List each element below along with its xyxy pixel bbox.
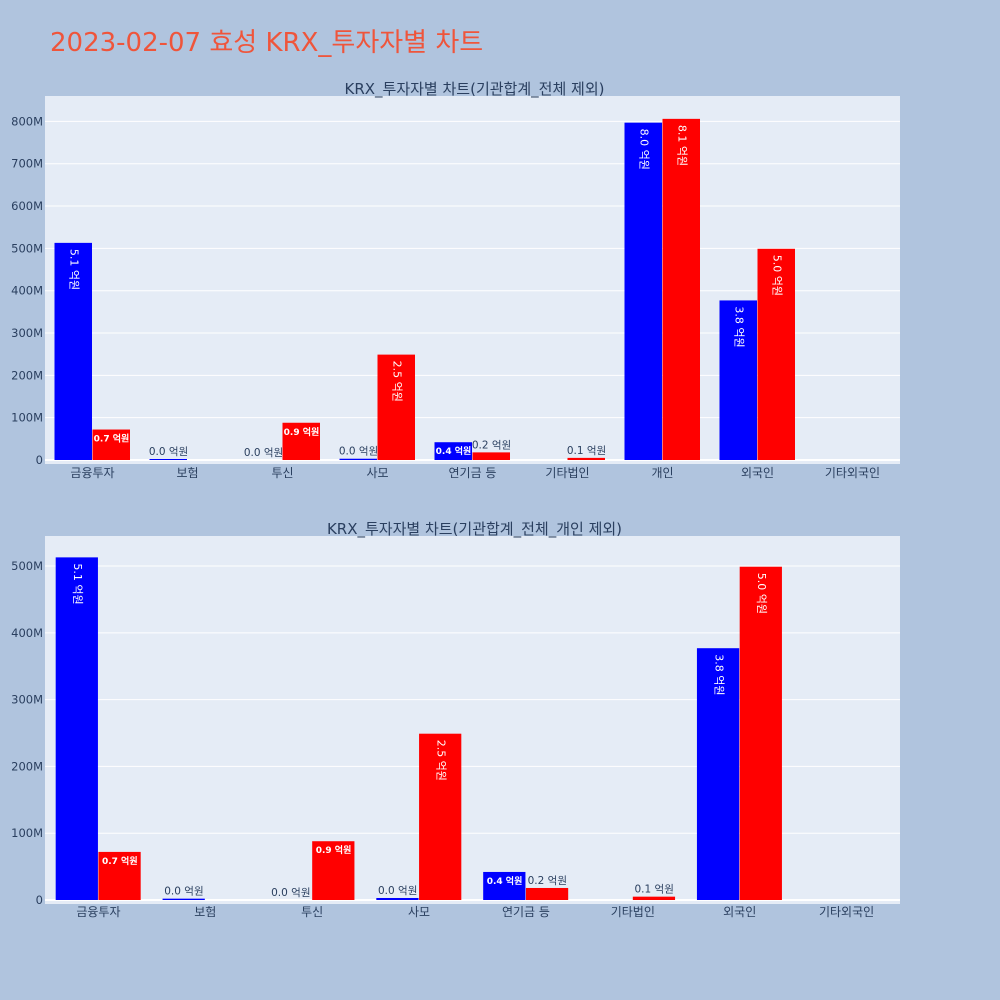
y-tick-label: 100M [11,826,43,840]
y-tick-label: 300M [11,326,43,340]
bar-value-label: 0.0 억원 [149,446,188,458]
x-category-label: 기타법인 [611,905,655,919]
bar-value-label: 0.7 억원 [94,433,130,445]
buy-bar [339,458,377,460]
chart-title: KRX_투자자별 차트(기관합계_전체 제외) [345,80,605,99]
buy-bar [719,300,757,460]
y-tick-label: 500M [11,559,43,573]
bar-value-label: 5.1 억원 [71,563,84,604]
x-category-label: 개인 [651,466,673,480]
buy-bar [54,242,92,460]
sell-bar [377,354,415,460]
sell-bar [312,841,355,900]
bar-value-label: 0.4 억원 [487,875,523,887]
buy-bar [434,442,472,460]
buy-bar [376,897,419,900]
sell-bar [662,118,700,461]
sell-bar [419,733,462,900]
x-category-label: 투신 [301,905,323,919]
bar-value-label: 0.1 억원 [567,445,606,457]
y-tick-label: 200M [11,368,43,382]
y-tick-label: 100M [11,411,43,425]
y-tick-label: 200M [11,759,43,773]
bar-value-label: 0.9 억원 [284,426,320,438]
x-category-label: 연기금 등 [449,466,497,480]
buy-bar [483,871,526,900]
bar-value-label: 0.9 억원 [316,844,352,856]
bar-value-label: 0.0 억원 [244,447,283,459]
sell-bar [472,452,510,460]
chart-title: KRX_투자자별 차트(기관합계_전체_개인 제외) [327,520,622,539]
bar-value-label: 2.5 억원 [391,361,404,402]
bar-value-label: 0.0 억원 [164,886,203,898]
bar-value-label: 5.1 억원 [68,249,81,290]
x-category-label: 사모 [366,466,388,480]
sell-bar [525,887,569,900]
x-category-label: 기타외국인 [819,905,874,919]
y-tick-label: 0 [36,453,43,467]
y-tick-label: 800M [11,114,43,128]
y-tick-label: 600M [11,199,43,213]
bar-value-label: 5.0 억원 [771,255,784,296]
buy-bar [624,122,662,461]
bar-value-label: 0.2 억원 [472,439,511,451]
x-category-label: 금융투자 [70,466,114,480]
bar-value-label: 0.4 억원 [436,445,472,457]
x-category-label: 금융투자 [76,905,120,919]
y-tick-label: 0 [36,893,43,907]
buy-bar [162,898,205,900]
bar-value-label: 0.2 억원 [528,875,567,887]
sell-bar [632,896,676,900]
bar-value-label: 0.0 억원 [271,887,310,899]
buy-bar [696,648,740,900]
y-tick-label: 400M [11,626,43,640]
bar-value-label: 0.1 억원 [635,884,674,896]
x-category-label: 외국인 [741,466,774,480]
bar-value-label: 0.7 억원 [102,855,138,867]
sell-bar [282,422,320,460]
sell-bar [567,457,605,460]
y-tick-label: 400M [11,284,43,298]
y-tick-label: 700M [11,157,43,171]
bar-value-label: 0.0 억원 [378,885,417,897]
x-category-label: 보험 [176,466,198,480]
bar-value-label: 3.8 억원 [733,306,746,347]
bar-value-label: 8.0 억원 [638,129,651,170]
sell-bar [757,248,795,460]
buy-bar [149,459,187,460]
x-category-label: 보험 [194,905,216,919]
y-tick-label: 500M [11,241,43,255]
sell-bar [92,429,130,460]
x-category-label: 외국인 [723,905,756,919]
bar-value-label: 5.0 억원 [755,573,768,614]
x-category-label: 투신 [271,466,293,480]
x-category-label: 기타외국인 [825,466,880,480]
bar-value-label: 0.0 억원 [339,446,378,458]
page-title: 2023-02-07 효성 KRX_투자자별 차트 [50,28,484,58]
buy-bar [55,557,98,900]
y-tick-label: 300M [11,693,43,707]
chart-1: 0 100M 200M 300M 400M 500M 600M 700M 800M KRX_투자자… [11,80,900,480]
bar-value-label: 2.5 억원 [434,740,447,781]
sell-bar [98,851,141,900]
x-category-label: 사모 [408,905,430,919]
x-category-label: 연기금 등 [502,905,550,919]
bar-value-label: 3.8 억원 [712,654,725,695]
sell-bar [739,566,782,900]
chart-2: 0 100M 200M 300M 400M 500M KRX_투자자별 차트(기관합계_전체… [11,520,900,919]
x-category-label: 기타법인 [545,466,589,480]
bar-value-label: 8.1 억원 [676,125,689,166]
